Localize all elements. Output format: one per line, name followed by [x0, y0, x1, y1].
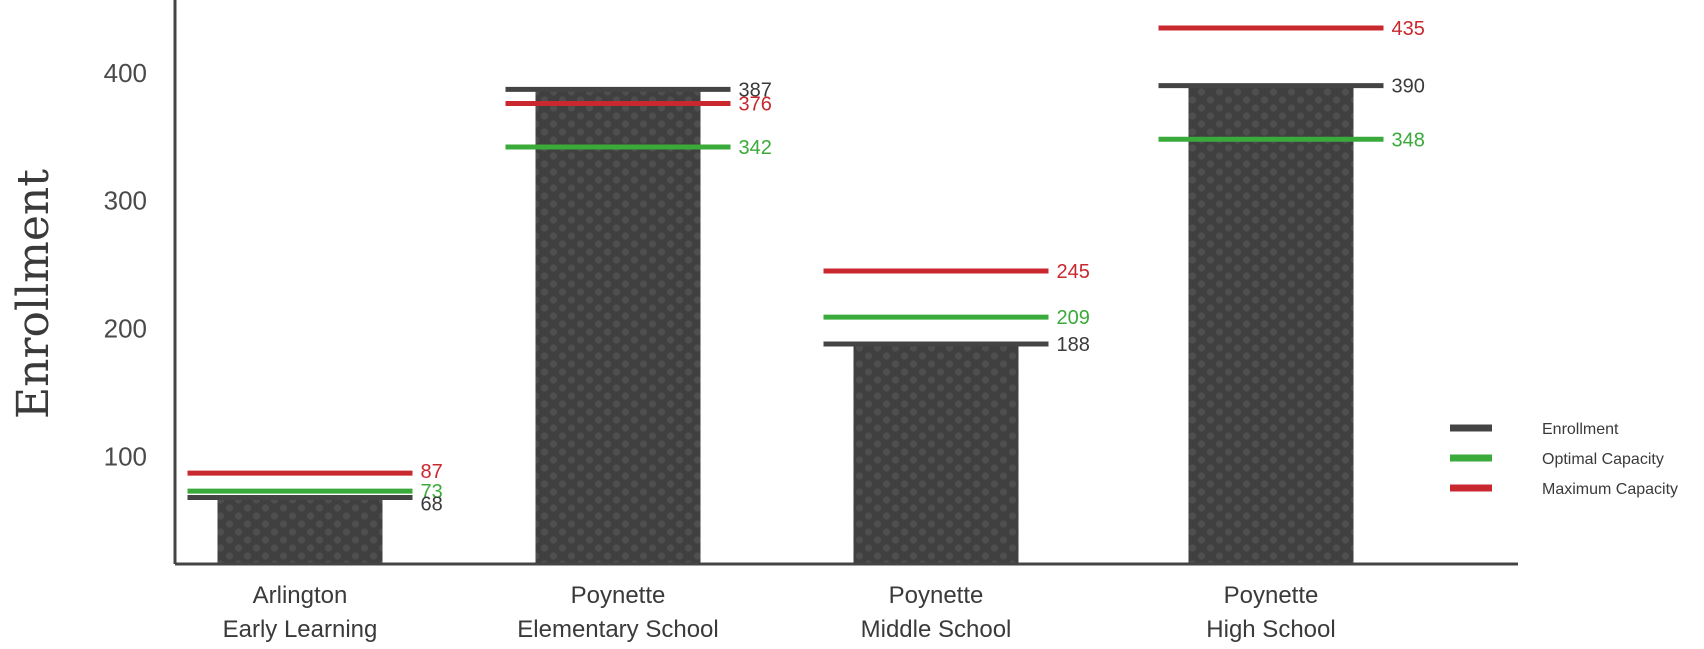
y-tick-label-100: 100 — [104, 442, 147, 472]
y-tick-label-200: 200 — [104, 314, 147, 344]
category-label-1: Poynette Elementary School — [517, 582, 718, 643]
value-label-optimal-capacity-3: 348 — [1392, 129, 1425, 151]
axes-layer: Arlington Early Learning Poynette Elementar… — [104, 0, 1518, 643]
legend-label-optimal-capacity: Optimal Capacity — [1542, 451, 1664, 468]
bar-0 — [217, 497, 383, 564]
y-axis-label: Enrollment — [8, 169, 59, 419]
value-label-enrollment-2: 188 — [1057, 334, 1090, 356]
category-label-3: Poynette High School — [1206, 582, 1335, 643]
value-label-optimal-capacity-0: 73 — [421, 481, 443, 503]
bar-2 — [853, 343, 1019, 564]
legend-label-enrollment: Enrollment — [1542, 421, 1619, 438]
bar-3 — [1188, 85, 1354, 564]
bars-layer — [217, 85, 1354, 564]
value-label-optimal-capacity-2: 209 — [1057, 307, 1090, 329]
value-label-maximum-capacity-2: 245 — [1057, 261, 1090, 283]
value-label-enrollment-1: 387 — [739, 79, 772, 101]
value-label-enrollment-0: 68 — [421, 493, 443, 515]
legend: Enrollment Optimal Capacity Maximum Capaci… — [1450, 421, 1678, 498]
value-label-maximum-capacity-1: 376 — [739, 93, 772, 115]
value-label-optimal-capacity-1: 342 — [739, 137, 772, 159]
y-tick-label-400: 400 — [104, 58, 147, 88]
legend-label-maximum-capacity: Maximum Capacity — [1542, 481, 1678, 498]
category-label-0: Arlington Early Learning — [223, 582, 378, 643]
value-label-enrollment-3: 390 — [1392, 76, 1425, 98]
value-label-maximum-capacity-0: 87 — [421, 461, 443, 483]
category-label-2: Poynette Middle School — [861, 582, 1012, 643]
y-tick-label-300: 300 — [104, 186, 147, 216]
value-label-maximum-capacity-3: 435 — [1392, 18, 1425, 40]
bar-1 — [535, 89, 701, 564]
